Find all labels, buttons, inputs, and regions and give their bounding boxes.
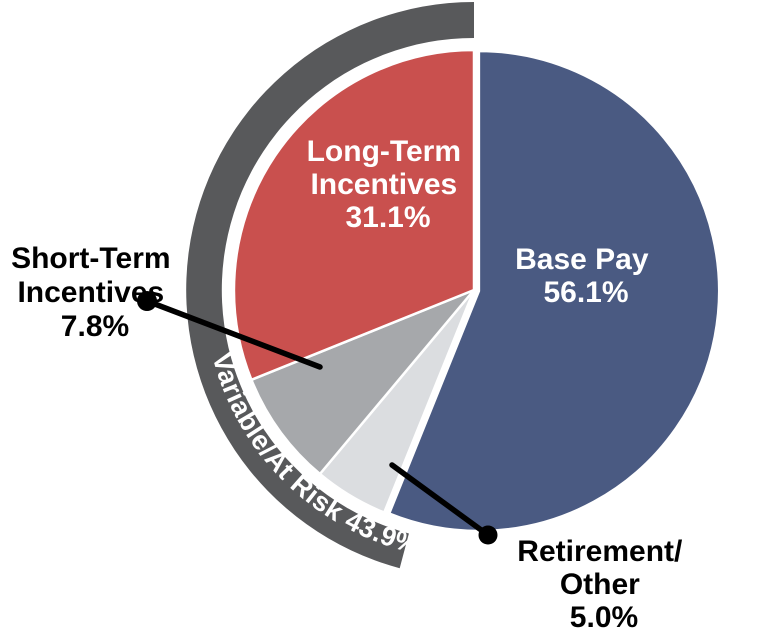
leader-line-retirement (389, 462, 491, 538)
retirement-line2: Other (560, 568, 640, 601)
short-term-value: 7.8% (61, 310, 129, 343)
pie-slice-long-term-incentives (232, 48, 476, 382)
leader-dot-short-term (137, 291, 157, 311)
long-term-line1: Long-Term (307, 135, 461, 168)
retirement-line1: Retirement/ (517, 535, 683, 568)
ring-variable-at-risk (186, 2, 475, 569)
long-term-value: 31.1% (345, 201, 430, 234)
base-pay-line1: Base Pay (515, 243, 649, 276)
base-pay-value: 56.1% (543, 276, 628, 309)
pie-slice-short-term-incentives (250, 288, 476, 476)
label-base-pay: Base Pay 56.1% (515, 243, 657, 309)
retirement-value: 5.0% (570, 601, 638, 634)
pie-slices (232, 48, 721, 533)
leader-line-short-term (144, 298, 323, 370)
label-short-term-incentives: Short-Term Incentives 7.8% (11, 242, 179, 343)
label-long-term-incentives: Long-Term Incentives 31.1% (307, 135, 470, 234)
variable-at-risk-ring (186, 2, 475, 569)
short-term-line1: Short-Term (11, 242, 170, 275)
leader-dot-retirement (478, 525, 498, 545)
short-term-line2: Incentives (17, 276, 164, 309)
label-retirement-other: Retirement/ Other 5.0% (517, 535, 690, 634)
pie-slice-base-pay (387, 49, 721, 533)
long-term-line2: Incentives (310, 168, 457, 201)
